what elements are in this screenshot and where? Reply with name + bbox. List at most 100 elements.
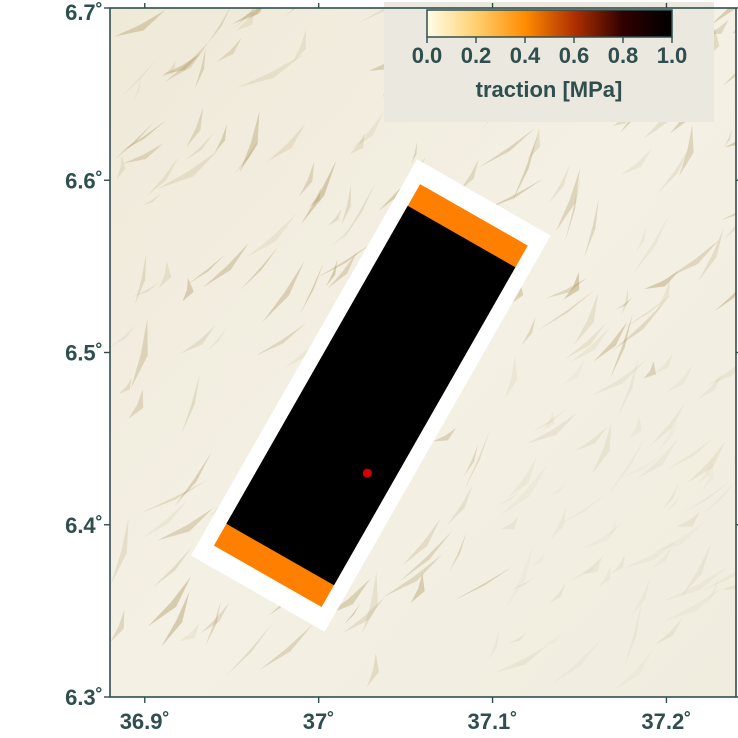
ridge-shadow bbox=[361, 571, 378, 634]
ridge-shadow bbox=[299, 161, 315, 197]
ridge-shadow bbox=[488, 630, 499, 660]
ridge-shadow bbox=[620, 287, 629, 316]
ridge-shadow bbox=[611, 554, 625, 574]
ridge-shadow bbox=[628, 415, 642, 439]
ridge-shadow bbox=[724, 141, 736, 148]
ridge-shadow bbox=[609, 517, 616, 539]
ridge-shadow bbox=[504, 356, 518, 399]
ridge-shadow bbox=[530, 552, 546, 566]
ridge-shadow bbox=[705, 19, 729, 35]
ridge-shadow bbox=[119, 378, 132, 394]
ridge-shadow bbox=[563, 272, 580, 300]
y-tick-label: 6.7˚ bbox=[65, 0, 103, 25]
ridge-shadow bbox=[116, 155, 126, 180]
ridge-shadow bbox=[110, 518, 129, 584]
ridge-shadow bbox=[643, 270, 680, 290]
colorbar-tick-label: 0.6 bbox=[559, 43, 590, 68]
ridge-shadow bbox=[521, 316, 536, 346]
ridge-shadow bbox=[128, 389, 144, 419]
ridge-shadow bbox=[636, 227, 646, 252]
ridge-shadow bbox=[349, 133, 365, 155]
x-tick-label: 37.2˚ bbox=[641, 709, 691, 734]
ridge-shadow bbox=[710, 8, 736, 26]
ridge-shadow bbox=[133, 78, 141, 102]
fault-top-edge-patch bbox=[402, 184, 528, 276]
ridge-shadow bbox=[122, 143, 164, 164]
y-tick-label: 6.4˚ bbox=[65, 513, 103, 538]
ridge-shadow bbox=[592, 422, 612, 474]
ridge-shadow bbox=[236, 8, 255, 31]
ridge-shadow bbox=[676, 511, 700, 527]
ridge-shadow bbox=[134, 253, 147, 305]
ridge-shadow bbox=[328, 208, 342, 226]
ridge-shadow bbox=[161, 60, 176, 77]
ridge-shadow bbox=[325, 259, 338, 287]
ridge-shadow bbox=[194, 47, 206, 89]
ridge-shadow bbox=[612, 110, 631, 126]
ridge-shadow bbox=[543, 411, 555, 430]
ridge-shadow bbox=[214, 124, 227, 153]
ridge-shadow bbox=[598, 565, 611, 588]
colorbar-legend: 0.0 0.2 0.4 0.6 0.8 1.0 traction [MPa] bbox=[384, 2, 714, 122]
ridge-shadow bbox=[366, 653, 379, 687]
ridge-shadow bbox=[358, 8, 389, 23]
colorbar-label: traction [MPa] bbox=[476, 77, 623, 102]
fault-core-traction bbox=[226, 205, 516, 586]
colorbar-ramp bbox=[426, 9, 673, 38]
ridge-shadow bbox=[284, 8, 297, 17]
ridge-shadow bbox=[500, 516, 519, 530]
ridge-shadow bbox=[678, 124, 694, 177]
ridge-shadow bbox=[562, 359, 585, 385]
ridge-shadow bbox=[432, 427, 457, 442]
colorbar-tick-label: 0.2 bbox=[461, 43, 492, 68]
ridge-shadow bbox=[162, 53, 201, 75]
ridge-shadow bbox=[110, 609, 125, 643]
ridge-shadow bbox=[722, 584, 736, 590]
ridge-shadow bbox=[248, 8, 262, 19]
x-axis: 36.9˚ 37˚ 37.1˚ 37.2˚ bbox=[120, 3, 692, 734]
ridge-shadow bbox=[368, 54, 398, 71]
y-tick-label: 6.5˚ bbox=[65, 341, 103, 366]
x-tick-label: 36.9˚ bbox=[120, 709, 170, 734]
x-tick-label: 37.1˚ bbox=[467, 709, 517, 734]
epicenter-marker bbox=[362, 468, 372, 478]
ridge-shadow bbox=[697, 460, 713, 485]
x-tick-label: 37˚ bbox=[303, 709, 335, 734]
ridge-shadow bbox=[653, 353, 674, 374]
ridge-shadow bbox=[158, 261, 172, 289]
ridge-shadow bbox=[411, 141, 418, 165]
colorbar-tick-label: 1.0 bbox=[657, 43, 688, 68]
ridge-shadow bbox=[583, 558, 602, 574]
ridge-shadow bbox=[206, 8, 231, 45]
colorbar-tick-label: 0.0 bbox=[412, 43, 443, 68]
ridge-shadow bbox=[655, 277, 671, 313]
colorbar-tick-label: 0.4 bbox=[510, 43, 541, 68]
y-tick-label: 6.6˚ bbox=[65, 168, 103, 193]
ridge-shadow bbox=[131, 318, 148, 389]
ridge-shadow bbox=[722, 72, 736, 86]
ridge-shadow bbox=[179, 623, 200, 642]
fault-plane bbox=[190, 159, 551, 632]
ridge-shadow bbox=[113, 9, 166, 37]
ridge-shadow bbox=[732, 53, 736, 60]
ridge-shadow bbox=[292, 29, 306, 63]
ridge-shadow bbox=[643, 361, 657, 379]
ridge-shadow bbox=[239, 111, 260, 173]
ridge-shadow bbox=[527, 127, 541, 161]
fault-bottom-edge-patch bbox=[213, 515, 339, 607]
ridge-shadow bbox=[555, 168, 581, 232]
ridge-shadow bbox=[232, 8, 263, 25]
ridge-shadow bbox=[410, 573, 425, 603]
ridge-shadow bbox=[732, 29, 736, 34]
ridge-shadow bbox=[707, 365, 736, 386]
ridge-shadow bbox=[341, 184, 351, 226]
y-axis: 6.3˚ 6.4˚ 6.5˚ 6.6˚ 6.7˚ bbox=[65, 0, 738, 710]
y-tick-label: 6.3˚ bbox=[65, 685, 103, 710]
ridge-shadow bbox=[186, 107, 204, 148]
ridge-shadow bbox=[721, 212, 736, 221]
ridge-shadow bbox=[234, 8, 256, 29]
ridge-shadow bbox=[308, 187, 322, 208]
ridge-shadow bbox=[573, 292, 599, 346]
colorbar-ticks: 0.0 0.2 0.4 0.6 0.8 1.0 bbox=[412, 37, 688, 68]
